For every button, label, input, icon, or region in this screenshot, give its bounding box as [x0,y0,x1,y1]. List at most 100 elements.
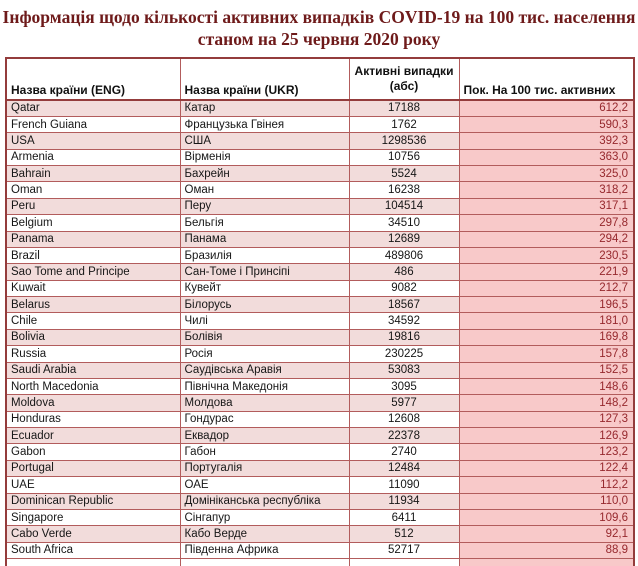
table-row: Peru Перу 104514 317,1 [5,197,635,216]
cell-active-abs: 12689 [348,230,460,248]
cell-per-100k: 126,9 [458,426,635,445]
table-row: Cabo Verde Кабо Верде 512 92,1 [5,525,635,543]
cell-country-ukr: Росія [179,345,350,363]
cell-country-eng: Gabon [5,443,181,461]
cell-active-abs: 9082 [348,279,460,298]
cell-country-eng: UAE [5,476,181,494]
cell-per-100k: 325,0 [458,164,635,183]
table-header: Назва країни (ENG) Назва країни (UKR) Ак… [5,57,635,101]
cell-per-100k: 88,9 [458,541,635,560]
cell-per-100k: 109,6 [458,508,635,527]
col-header-country-eng: Назва країни (ENG) [5,57,181,101]
cell-country-eng: Russia [5,345,181,363]
table-row: Panama Панама 12689 294,2 [5,230,635,248]
cell-country-ukr: Болівія [179,328,350,347]
cell-per-100k: 221,9 [458,263,635,281]
cell-per-100k: 157,8 [458,345,635,363]
table-row: Singapore Сінгапур 6411 109,6 [5,508,635,527]
cell-country-ukr: Сан-Томе і Принсіпі [179,263,350,281]
table-row: Belarus Білорусь 18567 196,5 [5,295,635,314]
cell-country-ukr: Французька Гвінея [179,115,350,134]
cell-active-abs: 2740 [348,443,460,461]
cell-country-eng: Panama [5,230,181,248]
cell-country-ukr: Перу [179,197,350,216]
cell-active-abs: 512 [348,525,460,543]
table-row: Bahrain Бахрейн 5524 325,0 [5,164,635,183]
cell-country-eng: French Guiana [5,115,181,134]
cell-active-abs: 11934 [348,492,460,510]
cell-per-100k: 392,3 [458,132,635,150]
cell-country-ukr: Бельгія [179,214,350,232]
cell-per-100k: 590,3 [458,115,635,134]
cell-per-100k: 612,2 [458,99,635,117]
table-row: Armenia Вірменія 10756 363,0 [5,148,635,167]
cell-country-ukr: Еквадор [179,426,350,445]
cell-active-abs: 5524 [348,164,460,183]
cell-active-abs: 230225 [348,345,460,363]
cell-per-100k: 148,2 [458,394,635,412]
cell-active-abs: 5977 [348,394,460,412]
cell-per-100k: 127,3 [458,410,635,429]
cell-active-abs: 10756 [348,148,460,167]
cell-country-eng: Ecuador [5,426,181,445]
table-row: French Guiana Французька Гвінея 1762 590,3 [5,115,635,134]
cell-country-eng: Bahrain [5,164,181,183]
cell-active-abs: 17188 [348,99,460,117]
table-row-partial [5,558,635,566]
cell-country-eng: Brazil [5,246,181,265]
cell-country-eng: Qatar [5,99,181,117]
col-header-country-ukr: Назва країни (UKR) [179,57,350,101]
cell-country-eng: Oman [5,181,181,199]
cell-country-ukr: Саудівська Аравія [179,361,350,379]
cell-country-eng: Sao Tome and Principe [5,263,181,281]
cell-country-ukr: Домініканська республіка [179,492,350,510]
cell-country-eng: North Macedonia [5,377,181,396]
col-header-active-cases-abs: Активні випадки (абс) [348,57,460,101]
table-row: Russia Росія 230225 157,8 [5,345,635,363]
cell-active-abs: 34510 [348,214,460,232]
table-row: Kuwait Кувейт 9082 212,7 [5,279,635,298]
cell-per-100k: 122,4 [458,459,635,478]
cell-per-100k: 318,2 [458,181,635,199]
table-row: Honduras Гондурас 12608 127,3 [5,410,635,429]
cell-active-abs: 22378 [348,426,460,445]
cell-country-ukr: Габон [179,443,350,461]
cell-country-ukr: Гондурас [179,410,350,429]
table-row: Qatar Катар 17188 612,2 [5,99,635,117]
cell-per-100k: 112,2 [458,476,635,494]
table-row: Oman Оман 16238 318,2 [5,181,635,199]
covid-cases-table: Назва країни (ENG) Назва країни (UKR) Ак… [5,57,635,566]
cell-per-100k: 148,6 [458,377,635,396]
cell-active-abs: 16238 [348,181,460,199]
cell-country-ukr: Кабо Верде [179,525,350,543]
cell-country-eng [5,558,181,566]
cell-country-ukr: Катар [179,99,350,117]
table-body: Qatar Катар 17188 612,2 French Guiana Француз… [5,99,635,566]
title-line-1: Інформація щодо кількості активних випад… [2,7,636,27]
cell-per-100k: 123,2 [458,443,635,461]
cell-country-ukr: Панама [179,230,350,248]
cell-active-abs: 53083 [348,361,460,379]
cell-country-eng: Cabo Verde [5,525,181,543]
cell-country-ukr: Португалія [179,459,350,478]
cell-per-100k [458,558,635,566]
table-row: Chile Чилі 34592 181,0 [5,312,635,330]
cell-active-abs: 19816 [348,328,460,347]
cell-active-abs [348,558,460,566]
cell-country-ukr: Чилі [179,312,350,330]
table-row: South Africa Південна Африка 52717 88,9 [5,541,635,560]
cell-country-eng: Belgium [5,214,181,232]
table-row: UAE ОАЕ 11090 112,2 [5,476,635,494]
cell-country-ukr: Бахрейн [179,164,350,183]
cell-country-eng: Moldova [5,394,181,412]
table-row: Ecuador Еквадор 22378 126,9 [5,426,635,445]
table-row: Moldova Молдова 5977 148,2 [5,394,635,412]
cell-country-eng: Honduras [5,410,181,429]
cell-country-ukr: Бразилія [179,246,350,265]
table-row: Portugal Португалія 12484 122,4 [5,459,635,478]
page-title: Інформація щодо кількості активних випад… [0,6,638,50]
table-row: USA США 1298536 392,3 [5,132,635,150]
col-header-per-100k: Пок. На 100 тис. активних [458,57,635,101]
table-row: Dominican Republic Домініканська республі… [5,492,635,510]
cell-per-100k: 230,5 [458,246,635,265]
